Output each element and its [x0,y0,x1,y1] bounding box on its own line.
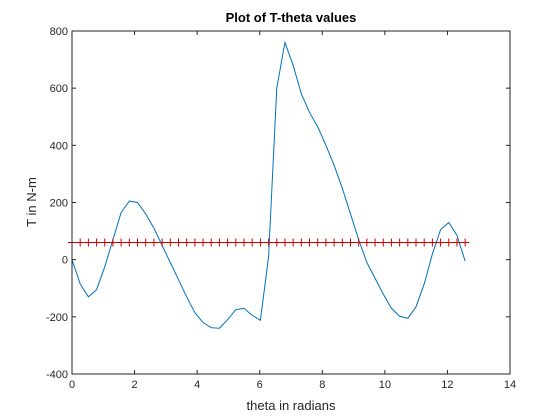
plus-marker [108,238,117,247]
y-tick-label: 200 [50,198,68,210]
plus-marker [215,238,224,247]
x-tick-label: 12 [441,379,453,391]
y-tick-label: 800 [50,26,68,38]
x-tick-label: 10 [379,379,391,391]
y-tick-label: -200 [46,312,68,324]
x-tick-label: 6 [257,379,263,391]
plus-marker [452,238,461,247]
plus-marker [444,238,453,247]
plus-marker [256,238,265,247]
x-tick-label: 4 [194,379,200,391]
plus-marker [92,238,101,247]
plus-marker [149,238,158,247]
x-tick-label: 8 [319,379,325,391]
series-layer [68,40,470,329]
plus-marker [338,238,347,247]
plus-marker [280,238,289,247]
x-tick-label: 0 [69,379,75,391]
x-tick-label: 14 [504,379,516,391]
chart-title: Plot of T-theta values [226,10,357,25]
plus-marker [436,238,445,247]
x-axis-label: theta in radians [247,398,336,413]
y-axis-label: T in N-m [24,177,39,227]
plus-marker [133,238,142,247]
plus-marker [272,238,281,247]
plus-marker [264,238,273,247]
y-tick-label: 0 [62,255,68,267]
plus-marker [321,238,330,247]
axes-background [72,31,510,374]
series-line-0 [71,40,466,329]
plus-marker [100,238,109,247]
y-tick-label: 600 [50,83,68,95]
plus-marker [412,238,421,247]
plus-marker [84,238,93,247]
plus-marker [182,238,191,247]
plus-marker [190,238,199,247]
plus-marker [174,238,183,247]
plus-marker [461,238,470,247]
plus-marker [297,238,306,247]
plus-marker [387,238,396,247]
plus-marker [354,238,363,247]
y-tick-label: -400 [46,369,68,381]
x-tick-label: 2 [132,379,138,391]
plus-marker [76,238,85,247]
plus-marker [240,238,249,247]
plus-marker [223,238,232,247]
plus-marker [403,238,412,247]
plus-marker [289,238,298,247]
plus-marker [248,238,257,247]
axes-box [71,30,511,375]
plus-marker [371,238,380,247]
plus-marker [166,238,175,247]
plus-marker [420,238,429,247]
y-tick-label: 400 [50,140,68,152]
plus-marker [346,238,355,247]
plus-marker [395,238,404,247]
plus-marker [379,238,388,247]
plus-marker [428,238,437,247]
plus-marker [313,238,322,247]
plus-marker [305,238,314,247]
plus-marker [117,238,126,247]
plus-marker [330,238,339,247]
plus-marker [231,238,240,247]
plus-marker [362,238,371,247]
plus-marker [141,238,150,247]
plus-marker [125,238,134,247]
plus-marker [158,238,167,247]
plus-marker [207,238,216,247]
plus-marker [199,238,208,247]
